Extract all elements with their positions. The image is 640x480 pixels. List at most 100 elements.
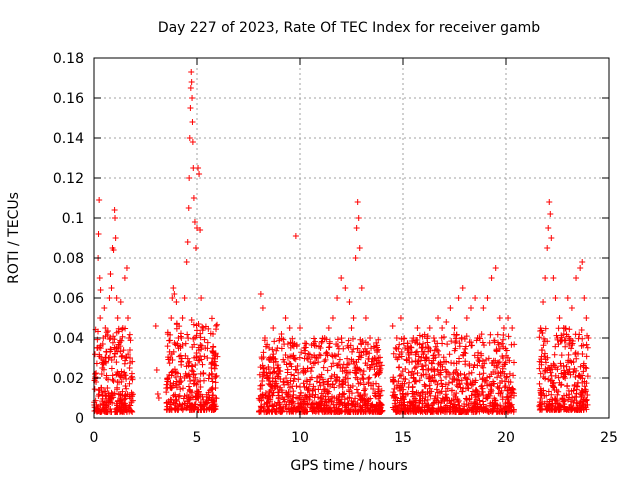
data-point (173, 299, 180, 305)
data-point (464, 385, 471, 392)
data-point (397, 315, 404, 321)
data-point (486, 339, 493, 346)
data-point (375, 388, 382, 395)
data-point (472, 377, 479, 384)
data-point (206, 371, 213, 378)
data-point (442, 366, 449, 373)
data-point (269, 346, 276, 353)
data-point (100, 335, 107, 341)
data-point (287, 353, 294, 360)
data-point (425, 367, 432, 374)
data-point (195, 165, 202, 171)
data-point (479, 339, 486, 346)
data-point (277, 408, 284, 415)
data-point (288, 363, 295, 370)
data-point (466, 360, 473, 367)
data-point (195, 347, 202, 354)
data-point (414, 370, 421, 377)
x-tick-label: 0 (90, 430, 99, 446)
data-point (460, 407, 467, 414)
data-point (440, 354, 447, 361)
data-point (311, 335, 318, 342)
data-point (394, 405, 401, 412)
data-point (342, 402, 349, 409)
data-point (128, 375, 135, 381)
data-point (154, 391, 161, 397)
y-tick-label: 0.16 (53, 91, 84, 107)
data-point (495, 370, 502, 377)
data-point (375, 355, 382, 361)
data-point (541, 350, 548, 357)
data-point (188, 367, 195, 374)
data-point (191, 380, 198, 387)
data-point (266, 345, 273, 351)
data-point (408, 358, 415, 365)
data-point (396, 351, 403, 358)
data-point (330, 401, 337, 408)
data-point (193, 396, 200, 403)
data-point (118, 368, 125, 375)
data-point (176, 323, 183, 330)
data-point (172, 393, 179, 400)
data-point (392, 344, 399, 351)
data-point (168, 315, 175, 321)
data-point (545, 364, 552, 371)
data-point (476, 335, 483, 341)
data-point (537, 405, 544, 412)
data-point (446, 351, 453, 358)
data-point (92, 371, 99, 377)
data-point (198, 295, 205, 301)
data-point (426, 390, 433, 397)
data-point (203, 391, 210, 398)
data-point (188, 389, 195, 396)
data-point (113, 295, 120, 301)
data-point (121, 396, 128, 403)
data-point (303, 355, 310, 362)
data-point (306, 381, 313, 388)
data-point (194, 225, 200, 231)
data-point (371, 345, 378, 351)
data-point (352, 395, 359, 402)
data-point (178, 355, 185, 362)
data-point (405, 369, 412, 376)
data-point (572, 373, 579, 380)
data-point (200, 325, 207, 331)
data-point (398, 371, 405, 378)
data-point (554, 391, 561, 398)
data-point (185, 205, 192, 211)
data-point (423, 355, 430, 362)
data-point (308, 354, 315, 361)
data-point (573, 367, 580, 374)
data-point (567, 371, 574, 378)
data-point (113, 359, 120, 366)
data-point (491, 362, 498, 369)
data-point (547, 211, 554, 217)
data-point (458, 377, 465, 384)
data-point (548, 372, 555, 379)
data-point (501, 370, 508, 377)
data-point (177, 386, 184, 393)
data-point (310, 405, 317, 412)
data-point (482, 395, 489, 402)
data-point (396, 399, 403, 406)
data-point (303, 377, 310, 384)
data-point (103, 329, 110, 336)
data-point (110, 333, 117, 340)
data-point (207, 330, 214, 337)
data-point (419, 344, 426, 351)
data-point (213, 372, 220, 379)
data-point (117, 299, 124, 305)
data-point (570, 359, 577, 366)
data-point (126, 365, 133, 372)
data-point (99, 365, 106, 371)
data-point (540, 299, 547, 305)
data-point (478, 331, 485, 338)
data-point (544, 245, 551, 251)
data-point (555, 325, 562, 332)
data-point (345, 344, 352, 351)
data-point (274, 383, 281, 390)
data-point (214, 321, 221, 328)
data-point (124, 405, 131, 412)
data-point (459, 388, 466, 395)
data-point (274, 345, 281, 351)
